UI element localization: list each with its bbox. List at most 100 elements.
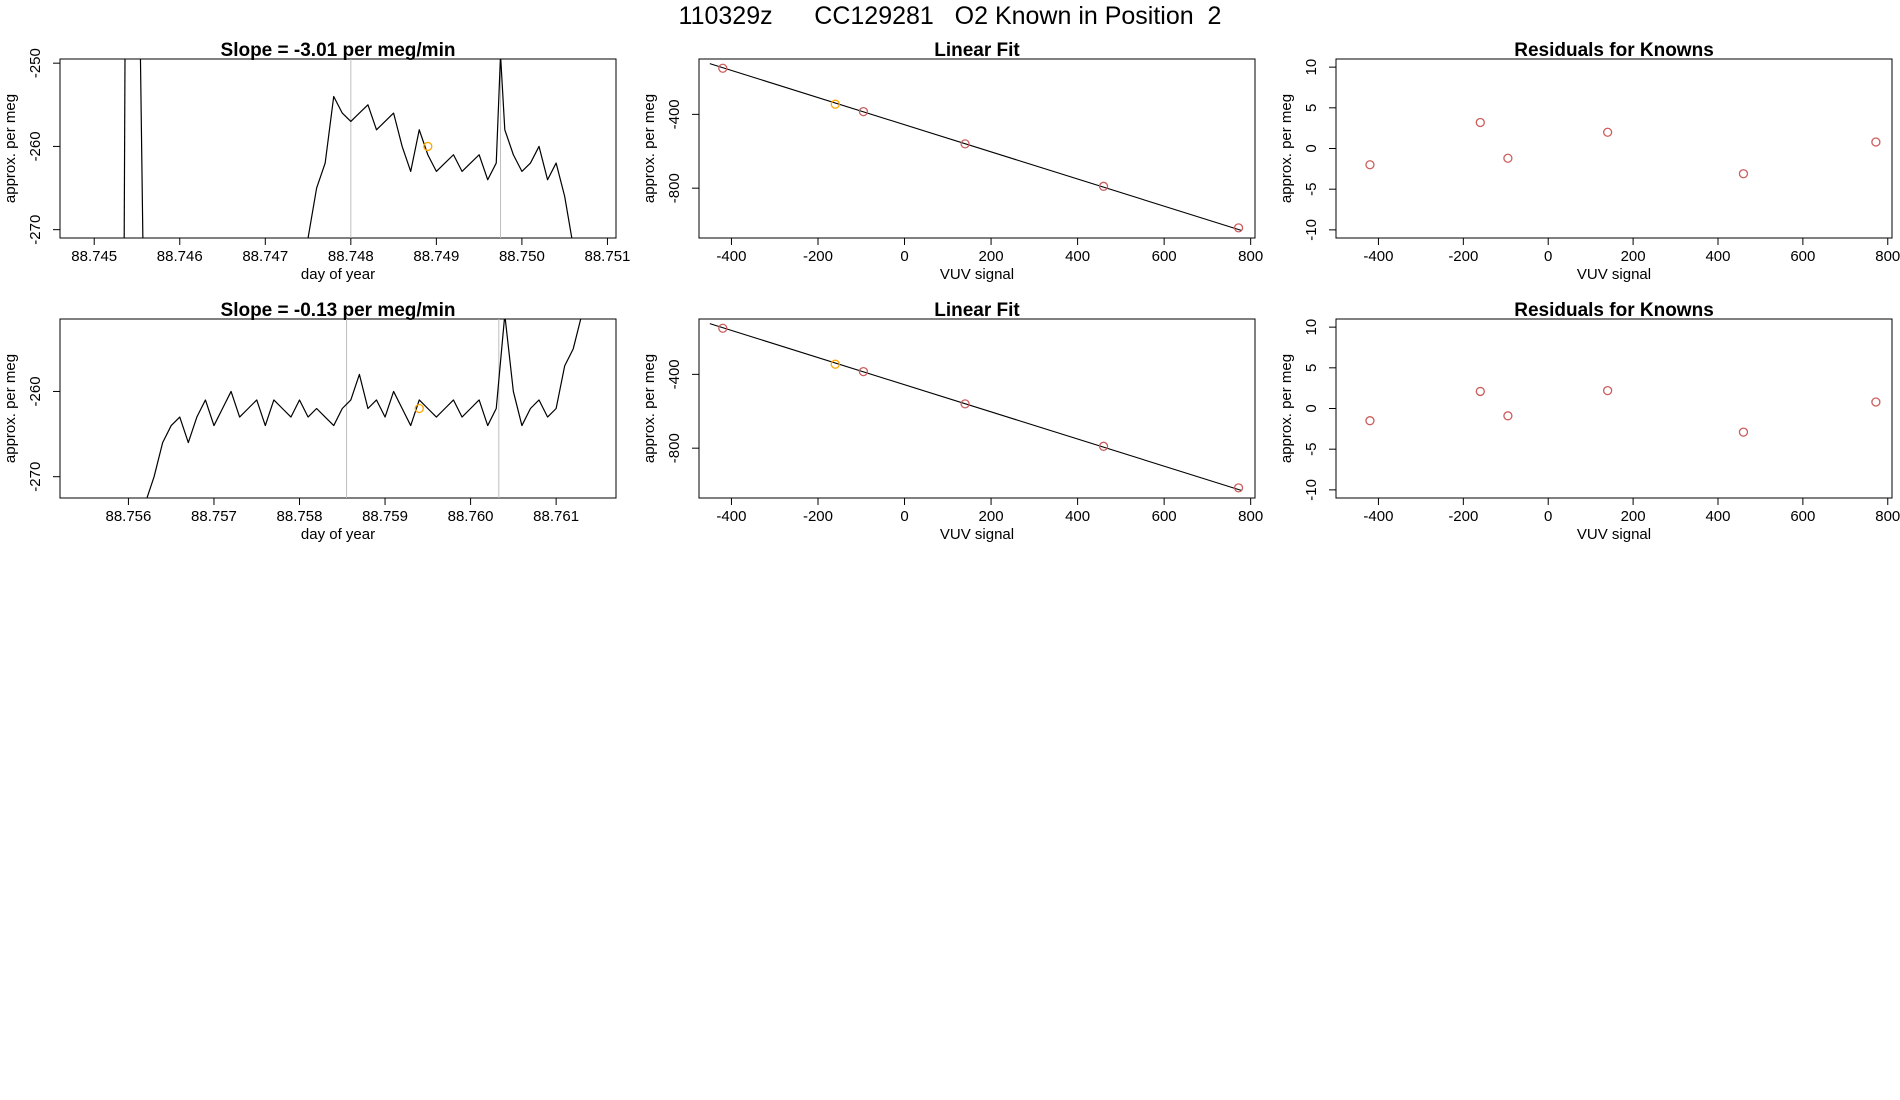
x-tick-label: -200 (1448, 248, 1478, 265)
plot-frame (698, 58, 1256, 239)
y-axis-label: approx. per meg (2, 354, 19, 463)
data-point (1871, 397, 1881, 407)
x-tick-label: -200 (1448, 508, 1478, 525)
x-tick-label: 88.746 (157, 248, 203, 265)
x-tick-label: 600 (1152, 508, 1177, 525)
x-axis-label: day of year (301, 526, 375, 543)
panel-title: Residuals for Knowns (1514, 300, 1714, 321)
x-tick-label: 400 (1065, 508, 1090, 525)
plot-frame (698, 318, 1256, 499)
x-tick-label: 200 (979, 508, 1004, 525)
y-axis-label: approx. per meg (1278, 354, 1295, 463)
x-tick-label: 600 (1790, 248, 1815, 265)
y-tick-label: 5 (1303, 104, 1320, 112)
x-tick-label: 0 (1544, 248, 1552, 265)
series-line (307, 59, 573, 238)
y-tick-label: -270 (27, 215, 44, 245)
time-series-panel-1: Slope = -3.01 per meg/min 88.745 88.746 88.… (2, 40, 630, 283)
y-tick-label: -270 (27, 462, 44, 492)
x-axis-label: VUV signal (1577, 266, 1651, 283)
x-tick-label: 400 (1705, 508, 1730, 525)
plot-area (1365, 385, 1881, 437)
x-tick-label: 88.749 (413, 248, 459, 265)
x-axis-label: day of year (301, 266, 375, 283)
y-tick-label: -250 (27, 48, 44, 78)
x-tick-label: -400 (716, 508, 746, 525)
plot-area (709, 323, 1244, 493)
y-tick-label: -400 (666, 359, 683, 389)
time-series-panel-2: Slope = -0.13 per meg/min 88.756 88.757 88.… (2, 300, 617, 543)
data-point (718, 323, 728, 333)
series-line (146, 319, 582, 498)
x-axis-label: VUV signal (940, 526, 1014, 543)
x-tick-label: 600 (1790, 508, 1815, 525)
y-tick-label: -260 (27, 376, 44, 406)
x-tick-label: -400 (1363, 248, 1393, 265)
panel-title: Residuals for Knowns (1514, 40, 1714, 61)
data-point (1098, 441, 1109, 451)
x-tick-label: 0 (1544, 508, 1552, 525)
x-tick-label: -400 (1363, 508, 1393, 525)
plot-area (1365, 117, 1881, 179)
residuals-panel-2: Residuals for Knowns -400 -200 0 200 400 600 80… (1278, 300, 1900, 543)
data-point (1233, 223, 1244, 233)
x-tick-label: 88.750 (499, 248, 545, 265)
fit-line (709, 63, 1243, 232)
x-tick-label: 0 (900, 508, 908, 525)
x-axis-label: VUV signal (1577, 526, 1651, 543)
data-point (960, 399, 970, 409)
x-tick-label: 400 (1065, 248, 1090, 265)
y-tick-label: -260 (27, 131, 44, 161)
data-point (1503, 411, 1513, 421)
y-tick-label: -800 (666, 433, 683, 463)
data-point (1602, 127, 1613, 137)
y-axis-label: approx. per meg (641, 354, 658, 463)
y-axis-label: approx. per meg (2, 94, 19, 203)
x-tick-label: 88.759 (362, 508, 408, 525)
x-tick-label: 200 (1621, 248, 1646, 265)
highlight-point (414, 403, 424, 414)
x-tick-label: 88.758 (277, 508, 323, 525)
x-tick-label: 200 (979, 248, 1004, 265)
panel-title: Slope = -3.01 per meg/min (221, 40, 456, 61)
x-tick-label: -400 (716, 248, 746, 265)
data-point (1602, 385, 1613, 396)
linear-fit-panel-2: Linear Fit -400 -200 0 200 400 600 800 -800 -400 V… (641, 300, 1263, 543)
plot-area (123, 59, 573, 238)
panel-title: Linear Fit (934, 300, 1020, 321)
x-tick-label: 88.747 (242, 248, 288, 265)
data-point (1738, 427, 1749, 437)
x-tick-label: 88.751 (585, 248, 631, 265)
y-axis-label: approx. per meg (641, 94, 658, 203)
panel-title: Linear Fit (934, 40, 1020, 61)
x-tick-label: 88.745 (71, 248, 117, 265)
x-tick-label: 0 (900, 248, 908, 265)
data-point (1233, 483, 1244, 493)
spike-segment (139, 59, 144, 238)
data-point (1738, 169, 1749, 179)
y-axis-label: approx. per meg (1278, 94, 1295, 203)
data-point (1365, 160, 1375, 170)
data-point (960, 139, 970, 149)
y-tick-label: 0 (1303, 144, 1320, 152)
y-tick-label: -10 (1303, 479, 1320, 501)
y-tick-label: 5 (1303, 364, 1320, 372)
plot-frame (1335, 318, 1893, 499)
highlight-point (830, 99, 840, 109)
fit-line (709, 323, 1243, 492)
residuals-panel-1: Residuals for Knowns -400 -200 0 200 400 600 80… (1278, 40, 1900, 283)
x-tick-label: 600 (1152, 248, 1177, 265)
x-tick-label: 800 (1238, 248, 1263, 265)
linear-fit-panel-1: Linear Fit -400 -200 0 200 400 600 800 -800 -400 V… (641, 40, 1263, 283)
data-point (1475, 117, 1485, 128)
x-tick-label: 800 (1238, 508, 1263, 525)
data-point (1871, 137, 1881, 147)
x-axis-label: VUV signal (940, 266, 1014, 283)
y-tick-label: -400 (666, 99, 683, 129)
y-tick-label: -5 (1303, 443, 1320, 456)
data-point (858, 366, 869, 377)
y-tick-label: 10 (1303, 59, 1320, 76)
x-tick-label: 800 (1875, 508, 1900, 525)
page-title: 110329z CC129281 O2 Known in Position 2 (678, 2, 1222, 30)
